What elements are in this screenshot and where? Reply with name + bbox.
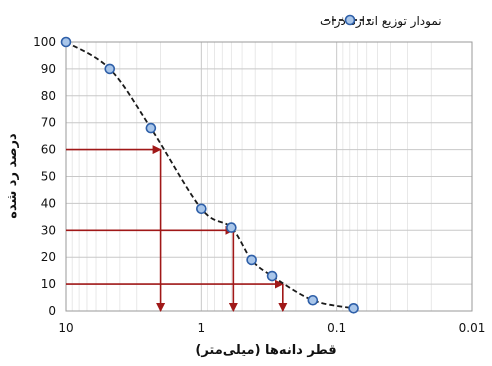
reference-arrows xyxy=(66,145,288,312)
data-point xyxy=(104,63,116,75)
y-tick-label: 50 xyxy=(41,170,56,184)
y-tick-label: 90 xyxy=(41,62,56,76)
y-tick-label: 20 xyxy=(41,250,56,264)
data-point xyxy=(196,203,207,215)
data-point xyxy=(246,254,257,266)
data-point xyxy=(145,122,157,134)
y-axis-title: درصد رد شده xyxy=(5,133,20,219)
y-tick-label: 40 xyxy=(41,196,56,210)
data-point xyxy=(266,270,278,282)
data-point xyxy=(60,36,72,48)
legend-marker-icon xyxy=(344,14,356,26)
plot-frame xyxy=(65,41,473,312)
x-tick-label: 1 xyxy=(198,321,206,335)
plot-border xyxy=(65,41,473,312)
x-tick-label: 0.01 xyxy=(459,321,486,335)
y-tick-label: 10 xyxy=(41,277,56,291)
x-tick-label: 0.1 xyxy=(327,321,346,335)
series-line xyxy=(65,41,354,310)
data-point xyxy=(307,294,319,306)
data-point xyxy=(348,303,359,314)
legend-label: نمودار توزیع اندازه ذرات xyxy=(320,14,442,29)
data-series xyxy=(60,36,359,314)
grid xyxy=(65,41,473,312)
y-tick-label: 60 xyxy=(41,143,56,157)
legend: نمودار توزیع اندازه ذرات xyxy=(320,14,442,29)
y-tick-label: 30 xyxy=(41,223,56,237)
y-tick-label: 80 xyxy=(41,89,56,103)
y-tick-label: 100 xyxy=(33,35,56,49)
y-tick-label: 0 xyxy=(48,304,56,318)
data-point xyxy=(226,222,237,233)
x-axis-title: قطر دانه‌ها (میلی‌متر) xyxy=(195,343,336,358)
y-tick-label: 70 xyxy=(41,116,56,130)
x-tick-label: 10 xyxy=(58,321,73,335)
